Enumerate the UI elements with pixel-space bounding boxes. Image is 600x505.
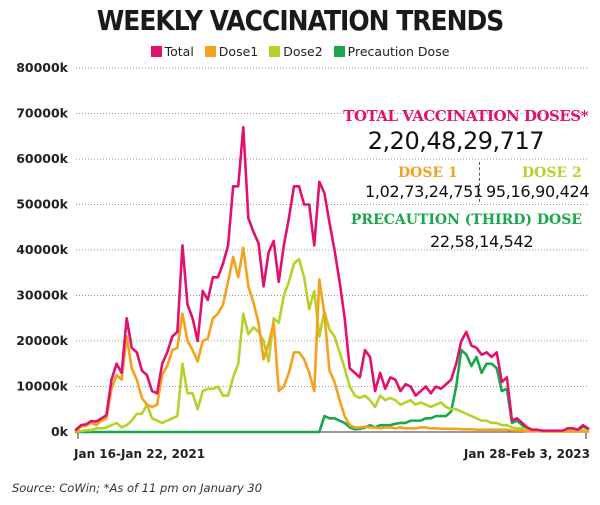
legend-swatch-total [150, 46, 162, 57]
source-note: Source: CoWin; *As of 11 pm on January 3… [12, 481, 263, 495]
dose2-label: DOSE 2 [522, 165, 582, 181]
y-tick-label: 50000k [16, 197, 68, 212]
series-line-dose1 [74, 246, 590, 433]
legend-label-precaution: Precaution Dose [347, 44, 450, 59]
legend-label-total: Total [164, 44, 194, 59]
y-tick-label: 20000k [16, 333, 68, 348]
dose-divider [479, 162, 480, 202]
x-tick-label-first: Jan 16-Jan 22, 2021 [73, 447, 205, 461]
x-tick-label-last: Jan 28-Feb 3, 2023 [463, 447, 590, 461]
legend-item-total: Total [150, 44, 194, 59]
chart-title: WEEKLY VACCINATION TRENDS [96, 4, 505, 37]
legend-item-dose2: Dose2 [269, 44, 323, 59]
series-line-total [74, 125, 590, 432]
dose1-value: 1,02,73,24,751 [365, 182, 483, 201]
y-tick-label: 40000k [16, 242, 68, 257]
legend-swatch-dose2 [269, 46, 281, 57]
y-tick-label: 30000k [16, 288, 68, 303]
legend-label-dose1: Dose1 [218, 44, 259, 59]
y-tick-label: 60000k [16, 151, 68, 166]
legend-item-dose1: Dose1 [204, 44, 259, 59]
dose2-value: 95,16,90,424 [486, 182, 590, 201]
series-line-precaution-dose [74, 348, 590, 434]
precaution-dose-label: PRECAUTION (THIRD) DOSE [350, 212, 582, 228]
y-tick-label: 10000k [16, 379, 68, 394]
precaution-dose-value: 22,58,14,542 [430, 232, 534, 251]
y-tick-label: 80000k [16, 60, 68, 75]
legend-label-dose2: Dose2 [283, 44, 323, 59]
chart-legend: Total Dose1 Dose2 Precaution Dose [0, 44, 600, 59]
legend-swatch-precaution [333, 46, 345, 57]
series-line-dose2 [74, 257, 590, 433]
total-doses-label: TOTAL VACCINATION DOSES* [343, 107, 588, 125]
legend-swatch-dose1 [204, 46, 216, 57]
y-tick-label: 0k [51, 424, 69, 439]
total-doses-value: 2,20,48,29,717 [367, 127, 545, 155]
y-tick-label: 70000k [16, 106, 68, 121]
legend-item-precaution: Precaution Dose [333, 44, 450, 59]
dose1-label: DOSE 1 [398, 165, 458, 181]
